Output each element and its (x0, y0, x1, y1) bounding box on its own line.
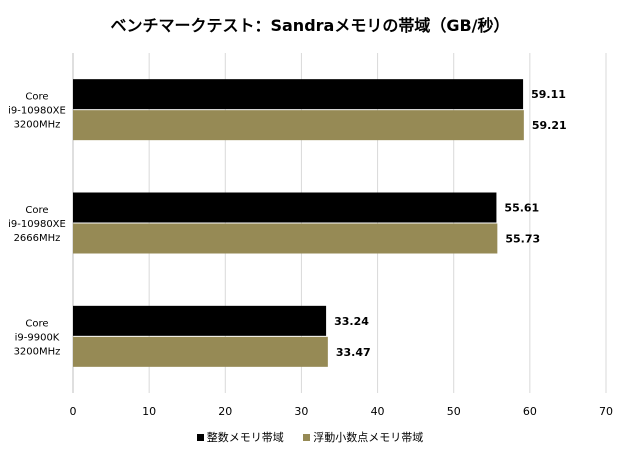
legend-label-float: 浮動小数点メモリ帯域 (313, 431, 424, 444)
bar-integer (73, 79, 524, 110)
x-tick-label: 40 (371, 405, 385, 418)
bar-float (73, 110, 524, 141)
x-tick-label: 30 (294, 405, 308, 418)
x-tick-label: 70 (599, 405, 613, 418)
legend-swatch-integer (196, 433, 204, 441)
y-category-label: i9-9900K (15, 332, 60, 343)
legend-swatch-float (303, 433, 311, 441)
data-label: 55.61 (504, 202, 539, 215)
y-category-label: 3200MHz (14, 346, 61, 357)
legend-item-integer: 整数メモリ帯域 (196, 429, 284, 445)
y-category-label: 2666MHz (14, 233, 61, 244)
bar-integer (73, 305, 327, 336)
x-tick-label: 60 (523, 405, 537, 418)
y-category-label: Core (25, 318, 48, 329)
legend: 整数メモリ帯域 浮動小数点メモリ帯域 (0, 429, 620, 445)
data-label: 59.11 (531, 88, 566, 101)
data-label: 33.47 (336, 346, 371, 359)
data-label: 55.73 (505, 233, 540, 246)
legend-item-float: 浮動小数点メモリ帯域 (303, 429, 423, 445)
x-tick-label: 50 (447, 405, 461, 418)
data-label: 33.24 (334, 315, 369, 328)
x-tick-label: 20 (218, 405, 232, 418)
bar-float (73, 336, 328, 367)
x-tick-label: 10 (142, 405, 156, 418)
data-label: 59.21 (532, 119, 567, 132)
y-category-label: Core (25, 92, 48, 103)
y-category-label: Core (25, 205, 48, 216)
y-category-label: 3200MHz (14, 120, 61, 131)
y-category-label: i9-10980XE (8, 106, 66, 117)
bar-integer (73, 192, 497, 223)
y-category-label: i9-10980XE (8, 219, 66, 230)
bar-float (73, 223, 498, 254)
chart-title: ベンチマークテスト：Sandraメモリの帯域（GB/秒） (110, 16, 510, 35)
x-tick-label: 0 (70, 405, 77, 418)
legend-label-integer: 整数メモリ帯域 (206, 431, 284, 444)
